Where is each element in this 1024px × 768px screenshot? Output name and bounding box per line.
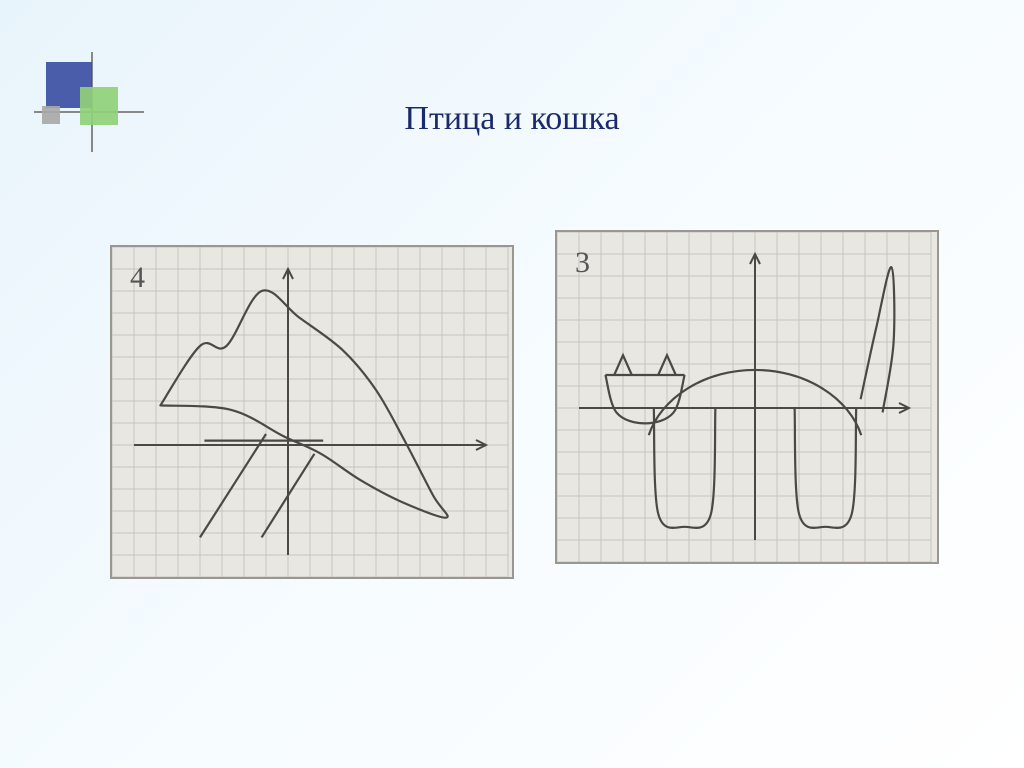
cat-plot [557, 232, 937, 562]
slide-title: Птица и кошка [0, 100, 1024, 138]
cat-panel: 3 [555, 230, 939, 564]
bird-panel: 4 [110, 245, 514, 579]
bird-panel-tag: 4 [130, 261, 145, 295]
cat-panel-tag: 3 [575, 246, 590, 280]
bird-plot [112, 247, 512, 577]
slide: Птица и кошка 4 3 [0, 0, 1024, 768]
